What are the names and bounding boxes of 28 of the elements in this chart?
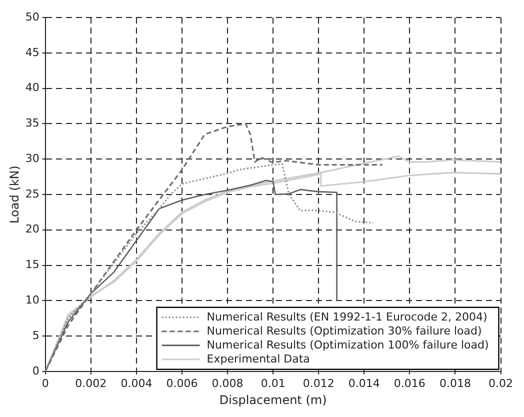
legend-label: Experimental Data <box>206 352 310 366</box>
x-tick-label: 0.016 <box>394 376 426 390</box>
legend-label: Numerical Results (Optimization 100% failure load) <box>206 338 489 352</box>
x-tick-label: 0.014 <box>348 376 380 390</box>
y-tick-label: 30 <box>25 152 40 165</box>
y-tick-label: 20 <box>25 222 40 236</box>
x-tick-label: 0.004 <box>120 376 152 390</box>
y-tick-label: 5 <box>32 328 40 342</box>
y-tick-label: 50 <box>25 10 40 24</box>
x-tick-label: 0.012 <box>302 376 334 390</box>
y-tick-label: 45 <box>25 46 40 59</box>
x-tick-label: 0.01 <box>260 376 286 390</box>
y-tick-label: 0 <box>32 364 40 378</box>
y-tick-label: 35 <box>25 116 40 130</box>
y-tick-label: 15 <box>25 258 40 272</box>
y-tick-label: 10 <box>25 294 40 306</box>
y-axis-title: Load (kN) <box>7 166 22 224</box>
x-tick-label: 0.008 <box>212 376 244 390</box>
x-tick-label: 0.018 <box>439 376 471 390</box>
x-axis-title: Displacement (m) <box>219 392 327 407</box>
y-tick-label: 25 <box>25 187 40 200</box>
y-tick-label: 40 <box>25 81 40 94</box>
x-tick-label: 0.002 <box>75 376 107 390</box>
x-tick-label: 0 <box>42 376 49 390</box>
x-tick-label: 0.006 <box>166 376 198 390</box>
legend-label: Numerical Results (EN 1992-1-1 Eurocode 2, 2004) <box>206 310 488 324</box>
x-tick-label: 0.02 <box>488 376 514 390</box>
legend-label: Numerical Results (Optimization 30% failure load) <box>206 324 482 338</box>
